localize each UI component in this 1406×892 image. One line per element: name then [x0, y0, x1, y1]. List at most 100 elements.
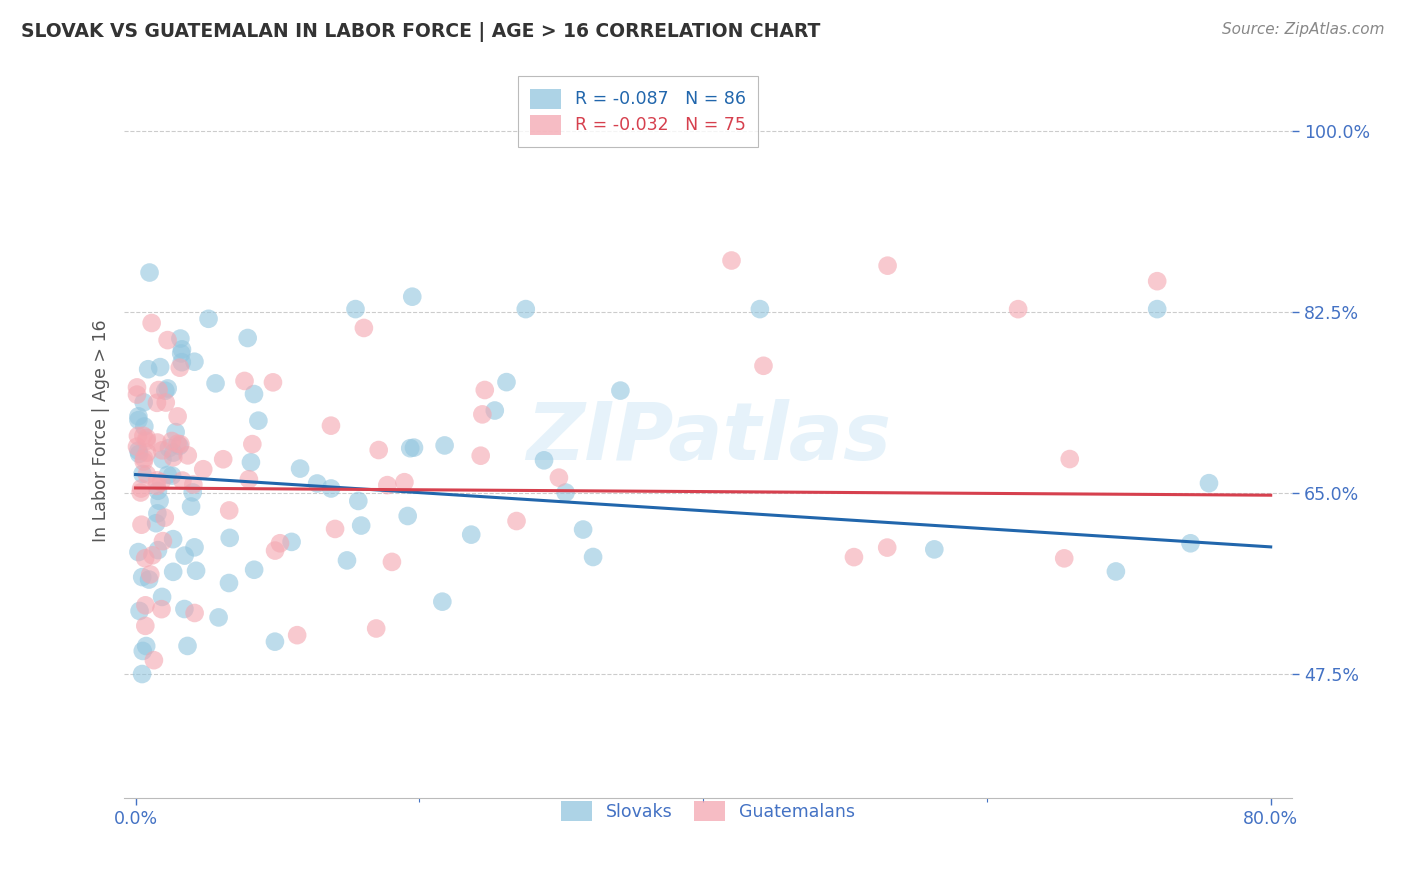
Point — [402, 441, 425, 455]
Point — [288, 461, 311, 475]
Point — [138, 266, 160, 280]
Point — [148, 493, 170, 508]
Point — [135, 431, 157, 445]
Point — [218, 576, 240, 591]
Point — [155, 395, 177, 409]
Point — [471, 408, 494, 422]
Point — [169, 360, 191, 375]
Point — [204, 376, 226, 391]
Point — [184, 564, 207, 578]
Point — [748, 302, 770, 317]
Point — [149, 360, 172, 375]
Point — [432, 595, 454, 609]
Point — [285, 628, 308, 642]
Point — [177, 449, 200, 463]
Point — [247, 414, 270, 428]
Point — [134, 551, 156, 566]
Point — [141, 549, 163, 563]
Legend: Slovaks, Guatemalans: Slovaks, Guatemalans — [553, 792, 863, 830]
Point — [350, 518, 373, 533]
Point — [243, 387, 266, 401]
Point — [183, 606, 205, 620]
Point — [433, 438, 456, 452]
Point — [135, 434, 157, 448]
Point — [264, 543, 287, 558]
Point — [1198, 476, 1220, 491]
Point — [150, 475, 173, 490]
Point — [218, 503, 240, 517]
Point — [160, 434, 183, 448]
Point — [609, 384, 631, 398]
Point — [180, 500, 202, 514]
Point — [336, 553, 359, 567]
Point — [127, 409, 149, 424]
Point — [233, 374, 256, 388]
Point — [548, 471, 571, 485]
Point — [136, 445, 159, 459]
Point — [495, 375, 517, 389]
Point — [136, 362, 159, 376]
Point — [218, 531, 240, 545]
Point — [238, 472, 260, 486]
Point — [129, 482, 152, 496]
Point — [135, 467, 157, 482]
Text: SLOVAK VS GUATEMALAN IN LABOR FORCE | AGE > 16 CORRELATION CHART: SLOVAK VS GUATEMALAN IN LABOR FORCE | AG… — [21, 22, 821, 42]
Point — [162, 565, 184, 579]
Point — [152, 534, 174, 549]
Point — [236, 331, 259, 345]
Point — [1053, 551, 1076, 566]
Point — [160, 468, 183, 483]
Point — [146, 473, 169, 487]
Point — [396, 508, 419, 523]
Point — [127, 545, 149, 559]
Point — [141, 316, 163, 330]
Point — [134, 419, 156, 434]
Point — [156, 333, 179, 347]
Point — [876, 259, 898, 273]
Point — [166, 409, 188, 424]
Point — [139, 567, 162, 582]
Point — [146, 435, 169, 450]
Point — [582, 549, 605, 564]
Point — [505, 514, 527, 528]
Point — [132, 428, 155, 442]
Point — [125, 440, 148, 454]
Point — [128, 604, 150, 618]
Point — [157, 441, 180, 455]
Point — [169, 437, 191, 451]
Point — [366, 622, 388, 636]
Point — [131, 667, 153, 681]
Point — [162, 532, 184, 546]
Point — [166, 436, 188, 450]
Point — [375, 478, 398, 492]
Point — [128, 447, 150, 461]
Point — [183, 541, 205, 555]
Point — [460, 527, 482, 541]
Point — [1180, 536, 1202, 550]
Point — [127, 413, 149, 427]
Point — [132, 644, 155, 658]
Point — [394, 475, 416, 490]
Point — [132, 451, 155, 466]
Point — [401, 290, 423, 304]
Point — [170, 343, 193, 357]
Point — [150, 590, 173, 604]
Point — [150, 602, 173, 616]
Point — [264, 634, 287, 648]
Point — [135, 639, 157, 653]
Point — [145, 516, 167, 531]
Point — [131, 570, 153, 584]
Point — [146, 543, 169, 558]
Point — [239, 455, 262, 469]
Point — [1059, 452, 1081, 467]
Point — [347, 494, 370, 508]
Point — [183, 477, 205, 491]
Point — [212, 452, 235, 467]
Point — [842, 550, 865, 565]
Point — [207, 610, 229, 624]
Point — [129, 485, 152, 500]
Point — [484, 403, 506, 417]
Point — [127, 443, 149, 458]
Point — [381, 555, 404, 569]
Point — [173, 549, 195, 563]
